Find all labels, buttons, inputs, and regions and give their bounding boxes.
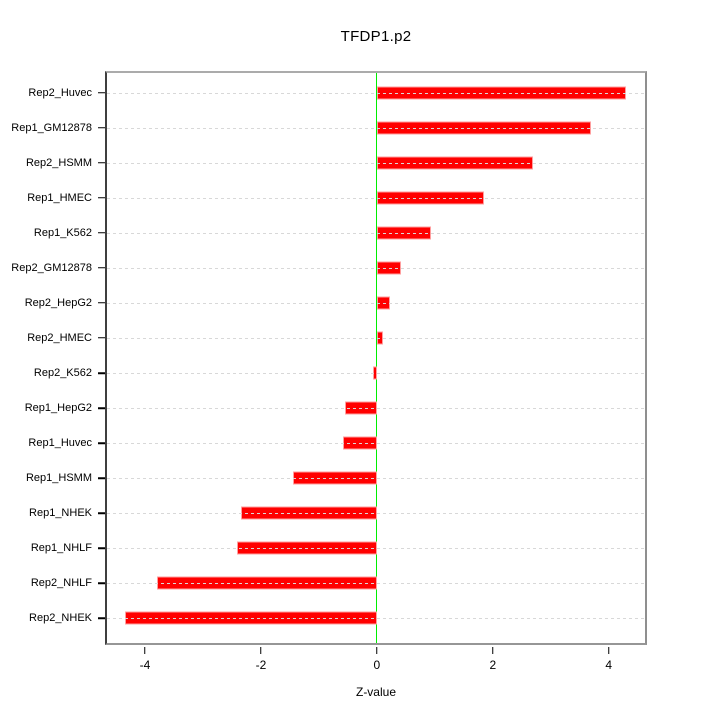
y-tick: [98, 232, 105, 234]
bar-row: Rep1_HMEC: [27, 180, 645, 215]
y-tick: [98, 372, 105, 374]
grid-line: [107, 267, 645, 269]
grid-line: [107, 513, 645, 515]
category-label: Rep2_K562: [33, 367, 92, 380]
grid-line: [107, 618, 645, 620]
x-tick-label: 4: [605, 658, 613, 672]
zero-line: [375, 73, 378, 643]
chart-title: TFDP1.p2: [340, 28, 412, 45]
x-axis-label: Z-value: [355, 685, 396, 699]
x-tick: [492, 647, 494, 654]
bar-row: Rep1_NHLF: [31, 531, 645, 566]
y-tick: [98, 407, 105, 409]
category-label: Rep1_NHEK: [29, 507, 92, 520]
bar-row: Rep2_GM12878: [11, 250, 645, 285]
category-label: Rep1_K562: [33, 226, 92, 239]
grid-line: [107, 127, 645, 129]
grid-line: [107, 478, 645, 480]
y-tick: [98, 547, 105, 550]
x-tick-label: -4: [139, 658, 151, 672]
x-tick: [144, 647, 146, 654]
category-label: Rep2_GM12878: [11, 261, 92, 274]
grid-line: [107, 583, 645, 585]
bar-row: Rep2_K562: [34, 356, 645, 391]
x-tick: [607, 647, 610, 654]
grid-line: [107, 548, 645, 550]
bar-row: Rep2_HMEC: [27, 320, 645, 355]
category-label: Rep1_HepG2: [24, 402, 92, 415]
y-tick: [98, 302, 105, 304]
x-tick: [260, 647, 262, 654]
grid-line: [107, 302, 645, 304]
bar-row: Rep2_HepG2: [25, 285, 645, 320]
grid-line: [107, 232, 645, 234]
x-tick-label: 0: [373, 658, 381, 672]
y-tick: [98, 126, 105, 129]
y-tick: [98, 196, 105, 199]
bar-row: Rep1_HepG2: [25, 391, 645, 426]
y-tick: [98, 582, 105, 585]
category-label: Rep2_NHEK: [29, 612, 92, 625]
grid-line: [107, 408, 645, 410]
category-label: Rep2_NHLF: [30, 577, 92, 590]
category-label: Rep1_HSMM: [25, 472, 92, 485]
bar-row: Rep1_NHEK: [29, 496, 645, 531]
category-label: Rep1_GM12878: [11, 121, 92, 134]
grid-line: [107, 92, 645, 94]
bar-row: Rep2_HSMM: [26, 145, 645, 180]
y-tick: [98, 442, 105, 444]
category-label: Rep1_Huvec: [28, 437, 92, 450]
category-label: Rep2_HSMM: [25, 156, 92, 169]
x-tick-label: -2: [255, 658, 267, 672]
bar-row: Rep1_K562: [34, 215, 645, 250]
x-axis: -4 -2 0 2 4: [105, 645, 647, 685]
bars-container: Rep2_Huvec Rep1_GM12878 Rep2_HSMM Rep1_HMEC…: [11, 73, 645, 643]
x-tick-label: 2: [489, 658, 497, 672]
bar-row: Rep1_Huvec: [28, 426, 645, 461]
y-tick: [98, 617, 105, 620]
y-tick: [98, 267, 105, 269]
category-label: Rep2_Huvec: [28, 86, 92, 99]
y-tick: [98, 477, 105, 479]
bar-row: Rep2_Huvec: [28, 75, 645, 110]
category-label: Rep1_HMEC: [27, 191, 92, 204]
y-tick: [98, 337, 105, 339]
plot-area: Rep2_Huvec Rep1_GM12878 Rep2_HSMM Rep1_HMEC…: [11, 71, 647, 645]
category-label: Rep1_NHLF: [30, 542, 92, 555]
bar-row: Rep1_GM12878: [11, 110, 645, 145]
grid-line: [107, 337, 645, 339]
bar-row: Rep2_NHLF: [31, 566, 645, 601]
grid-line: [107, 162, 645, 164]
grid-line: [107, 197, 645, 199]
category-label: Rep2_HMEC: [27, 331, 92, 344]
y-tick: [98, 512, 105, 515]
x-tick: [376, 647, 378, 654]
category-label: Rep2_HepG2: [24, 296, 92, 309]
grid-line: [107, 373, 645, 375]
bar-row: Rep2_NHEK: [29, 601, 645, 636]
bar-row: Rep1_HSMM: [26, 461, 645, 496]
grid-line: [107, 443, 645, 445]
y-tick: [98, 161, 105, 164]
y-tick: [98, 91, 105, 94]
